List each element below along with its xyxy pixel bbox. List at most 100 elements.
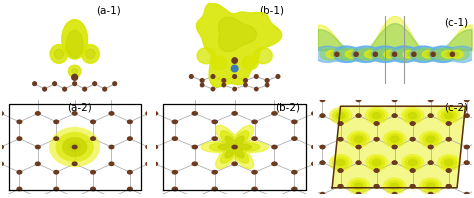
Ellipse shape [68, 65, 81, 77]
Circle shape [145, 161, 151, 166]
Circle shape [191, 145, 198, 149]
Polygon shape [339, 48, 373, 60]
Circle shape [35, 145, 41, 149]
Polygon shape [353, 46, 398, 62]
Circle shape [152, 111, 158, 116]
Circle shape [374, 121, 380, 126]
Circle shape [347, 130, 370, 148]
Circle shape [53, 136, 59, 141]
Circle shape [109, 111, 115, 116]
Circle shape [231, 111, 238, 116]
Circle shape [311, 145, 318, 149]
Circle shape [72, 145, 78, 149]
Polygon shape [436, 48, 469, 60]
Circle shape [53, 119, 59, 124]
Circle shape [410, 184, 416, 188]
Circle shape [72, 111, 78, 116]
Circle shape [444, 159, 454, 167]
Circle shape [17, 136, 22, 141]
Circle shape [271, 111, 278, 116]
Circle shape [127, 170, 133, 175]
Circle shape [408, 159, 418, 167]
Circle shape [232, 87, 237, 91]
Circle shape [392, 113, 398, 118]
Circle shape [464, 160, 470, 165]
Circle shape [440, 156, 457, 169]
Circle shape [68, 142, 81, 152]
Circle shape [428, 145, 434, 149]
Circle shape [271, 161, 278, 166]
Circle shape [337, 121, 344, 126]
Circle shape [408, 112, 418, 119]
Polygon shape [350, 52, 362, 56]
Circle shape [392, 51, 397, 57]
Circle shape [200, 78, 205, 83]
Polygon shape [333, 46, 379, 62]
Circle shape [446, 184, 452, 188]
Circle shape [90, 119, 96, 124]
Circle shape [410, 137, 416, 141]
Circle shape [319, 113, 326, 118]
Polygon shape [332, 106, 465, 188]
Circle shape [191, 111, 198, 116]
Circle shape [291, 187, 298, 191]
Polygon shape [365, 50, 386, 58]
Circle shape [430, 51, 436, 57]
Circle shape [52, 81, 57, 86]
Circle shape [82, 87, 87, 92]
Polygon shape [219, 17, 256, 51]
Circle shape [392, 98, 398, 102]
Circle shape [440, 109, 457, 122]
Polygon shape [372, 46, 418, 62]
Circle shape [291, 119, 298, 124]
Circle shape [392, 145, 398, 149]
Circle shape [17, 119, 22, 124]
Circle shape [410, 168, 416, 173]
Circle shape [428, 113, 434, 118]
Circle shape [374, 184, 380, 188]
Circle shape [365, 107, 388, 124]
Circle shape [243, 78, 248, 83]
Circle shape [392, 160, 398, 165]
Ellipse shape [86, 49, 95, 59]
Polygon shape [369, 52, 382, 56]
Circle shape [386, 180, 403, 192]
Ellipse shape [66, 30, 83, 58]
Circle shape [32, 81, 37, 86]
Polygon shape [210, 131, 260, 163]
Ellipse shape [72, 69, 77, 74]
Polygon shape [201, 125, 268, 169]
Circle shape [354, 135, 364, 143]
Circle shape [390, 182, 400, 190]
Circle shape [329, 154, 352, 171]
Polygon shape [442, 50, 463, 58]
Circle shape [319, 192, 326, 196]
Circle shape [353, 51, 359, 57]
Circle shape [49, 127, 100, 167]
Circle shape [444, 112, 454, 119]
Circle shape [319, 160, 326, 165]
Circle shape [210, 87, 215, 91]
Circle shape [356, 192, 362, 196]
Polygon shape [427, 52, 439, 56]
Circle shape [464, 145, 470, 149]
Circle shape [35, 111, 41, 116]
Circle shape [332, 156, 349, 169]
Circle shape [392, 113, 398, 118]
Circle shape [356, 113, 362, 118]
Circle shape [337, 137, 344, 141]
Circle shape [374, 168, 380, 173]
Circle shape [211, 136, 218, 141]
Circle shape [392, 145, 398, 149]
Circle shape [221, 83, 226, 88]
Circle shape [337, 121, 344, 126]
Polygon shape [378, 48, 411, 60]
Ellipse shape [50, 45, 68, 63]
Polygon shape [346, 50, 367, 58]
Circle shape [374, 168, 380, 173]
Circle shape [374, 184, 380, 188]
Circle shape [374, 137, 380, 141]
Circle shape [356, 113, 362, 118]
Circle shape [275, 74, 281, 79]
Text: (b-1): (b-1) [259, 6, 284, 16]
